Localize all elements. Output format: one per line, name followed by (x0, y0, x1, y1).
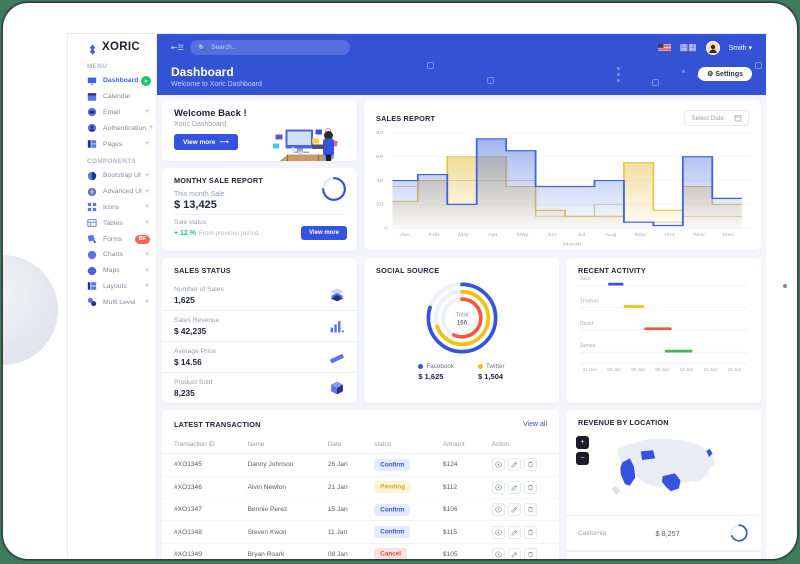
svg-text:Jun: Jun (547, 233, 557, 238)
svg-text:12 Jan: 12 Jan (679, 367, 693, 372)
svg-text:David: David (580, 321, 594, 327)
svg-text:Total: Total (455, 311, 468, 318)
svg-text:40: 40 (376, 179, 383, 184)
svg-text:0: 0 (384, 226, 388, 231)
svg-text:Feb: Feb (429, 233, 440, 238)
svg-text:Jan: Jan (399, 233, 409, 238)
svg-text:20: 20 (376, 203, 383, 208)
svg-text:Oct: Oct (665, 233, 676, 238)
svg-text:31 Dec: 31 Dec (583, 367, 598, 372)
svg-text:James: James (580, 343, 596, 349)
svg-text:Aug: Aug (605, 233, 616, 238)
svg-text:Mar: Mar (458, 233, 469, 238)
svg-text:Dec: Dec (723, 233, 735, 238)
svg-text:Nov: Nov (693, 233, 705, 238)
svg-text:Jack: Jack (580, 276, 591, 282)
svg-text:Apr: Apr (488, 233, 498, 238)
svg-text:03 Jan: 03 Jan (607, 367, 621, 372)
svg-text:Month: Month (563, 242, 581, 247)
svg-text:May: May (516, 233, 528, 238)
svg-text:15 Jan: 15 Jan (704, 367, 718, 372)
svg-text:Sep: Sep (634, 233, 645, 238)
svg-text:18 Jan: 18 Jan (728, 367, 742, 372)
svg-text:Jul: Jul (577, 233, 585, 238)
svg-text:166: 166 (456, 320, 467, 327)
svg-text:80: 80 (376, 131, 383, 136)
svg-text:60: 60 (376, 155, 383, 160)
svg-text:06 Jan: 06 Jan (631, 367, 645, 372)
svg-text:09 Jan: 09 Jan (655, 367, 669, 372)
svg-text:Thomas: Thomas (580, 299, 600, 305)
